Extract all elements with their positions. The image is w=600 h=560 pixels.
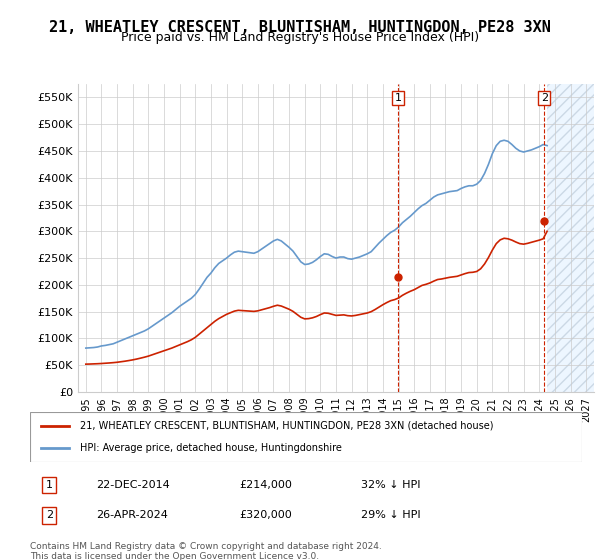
Text: 29% ↓ HPI: 29% ↓ HPI [361,510,421,520]
Text: Price paid vs. HM Land Registry's House Price Index (HPI): Price paid vs. HM Land Registry's House … [121,31,479,44]
Text: £214,000: £214,000 [240,480,293,490]
Text: 2: 2 [46,510,53,520]
Text: Contains HM Land Registry data © Crown copyright and database right 2024.: Contains HM Land Registry data © Crown c… [30,542,382,551]
Text: HPI: Average price, detached house, Huntingdonshire: HPI: Average price, detached house, Hunt… [80,443,341,453]
Text: 1: 1 [46,480,53,490]
Text: 32% ↓ HPI: 32% ↓ HPI [361,480,421,490]
Text: 1: 1 [395,93,401,103]
Text: 22-DEC-2014: 22-DEC-2014 [96,480,170,490]
Text: 26-APR-2024: 26-APR-2024 [96,510,168,520]
Text: 2: 2 [541,93,548,103]
Text: 21, WHEATLEY CRESCENT, BLUNTISHAM, HUNTINGDON, PE28 3XN: 21, WHEATLEY CRESCENT, BLUNTISHAM, HUNTI… [49,20,551,35]
Text: £320,000: £320,000 [240,510,293,520]
Text: This data is licensed under the Open Government Licence v3.0.: This data is licensed under the Open Gov… [30,552,319,560]
FancyBboxPatch shape [30,412,582,462]
Text: 21, WHEATLEY CRESCENT, BLUNTISHAM, HUNTINGDON, PE28 3XN (detached house): 21, WHEATLEY CRESCENT, BLUNTISHAM, HUNTI… [80,421,493,431]
